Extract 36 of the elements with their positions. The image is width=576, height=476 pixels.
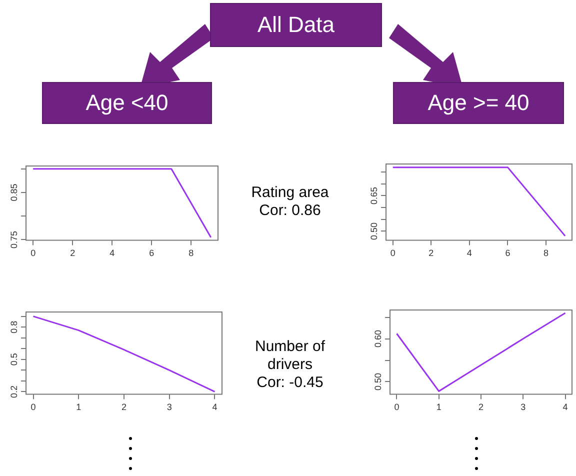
x-tick-label: 8 — [188, 248, 194, 258]
text: Cor: 0.86 — [258, 202, 322, 220]
y-tick-label: 0.50 — [372, 372, 383, 391]
x-tick-label: 4 — [212, 402, 218, 412]
y-tick-label: 0.50 — [368, 222, 379, 240]
text: Age >= 40 — [393, 82, 564, 124]
y-tick-label: 0.60 — [372, 330, 383, 348]
x-tick-label: 3 — [520, 402, 526, 412]
x-tick-label: 2 — [70, 248, 76, 258]
y-tick-label: 0.5 — [8, 353, 19, 366]
x-tick-label: 2 — [121, 402, 127, 412]
x-tick-label: 8 — [543, 248, 548, 258]
text: Age <40 — [42, 82, 212, 124]
x-tick-label: 0 — [30, 248, 36, 258]
y-tick-label: 0.8 — [8, 320, 19, 334]
text: Cor: -0.45 — [256, 374, 324, 392]
x-tick-label: 1 — [436, 402, 442, 412]
x-tick-label: 0 — [394, 402, 400, 412]
x-tick-label: 0 — [30, 402, 36, 412]
x-tick-label: 6 — [149, 248, 154, 258]
x-tick-label: 4 — [562, 402, 568, 412]
x-tick-label: 0 — [390, 248, 396, 258]
y-tick-label: 0.2 — [8, 385, 19, 398]
x-tick-label: 1 — [76, 402, 82, 412]
text: Rating area — [250, 184, 330, 202]
x-tick-label: 2 — [478, 402, 484, 412]
y-tick-label: 0.75 — [8, 230, 19, 248]
text: All Data — [210, 3, 382, 47]
text: Number of drivers — [254, 338, 326, 374]
x-tick-label: 6 — [505, 248, 510, 258]
x-tick-label: 2 — [428, 248, 434, 258]
x-tick-label: 3 — [166, 402, 172, 412]
x-tick-label: 4 — [110, 248, 115, 258]
y-tick-label: 0.65 — [368, 186, 379, 204]
y-tick-label: 0.85 — [8, 184, 19, 202]
x-tick-label: 4 — [466, 248, 472, 258]
